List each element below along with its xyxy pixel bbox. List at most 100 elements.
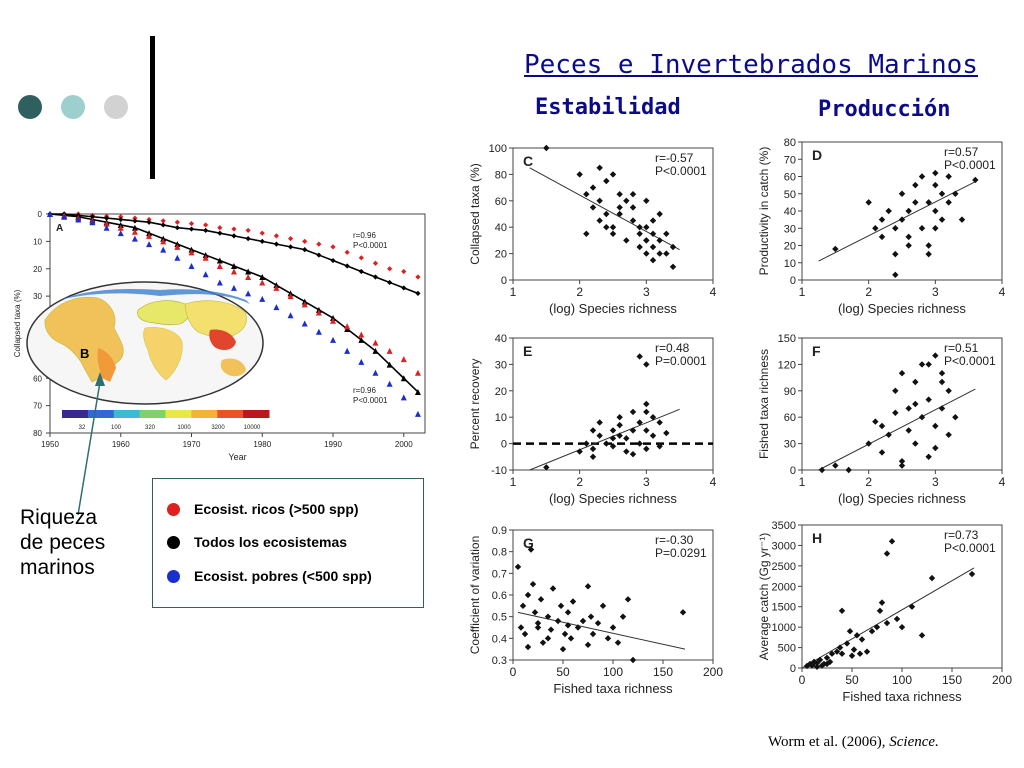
data-point	[401, 268, 407, 275]
x-tick-label: 1990	[324, 440, 342, 449]
data-point	[203, 222, 209, 228]
data-point	[629, 427, 637, 434]
legend-marker-black	[167, 535, 180, 549]
data-point	[61, 213, 68, 220]
y-tick-label: 150	[778, 333, 796, 345]
data-point	[216, 263, 223, 270]
figure-panel-a: 1950196019701980199020000102030405060708…	[10, 200, 430, 470]
data-point	[589, 453, 597, 460]
data-point	[848, 652, 856, 659]
y-tick-label: 30	[33, 292, 42, 301]
slide-title: Peces e Invertebrados Marinos	[524, 50, 978, 80]
map-australia	[220, 358, 246, 377]
x-tick-label: 3	[932, 285, 939, 299]
colorbar-segment	[191, 410, 218, 418]
data-point	[863, 648, 871, 655]
data-point	[118, 214, 124, 220]
data-point	[918, 414, 926, 421]
x-tick-label: 2	[576, 475, 583, 489]
data-point	[287, 312, 294, 319]
x-tick-label: 1	[799, 285, 806, 299]
y-tick-label: 30	[784, 223, 796, 235]
y-tick-label: 3000	[772, 540, 796, 552]
y-tick-label: 80	[33, 429, 42, 438]
data-point	[202, 271, 209, 278]
data-point	[629, 204, 637, 211]
data-point	[302, 238, 308, 244]
data-point	[103, 220, 110, 227]
data-point	[856, 650, 864, 657]
y-tick-label: 120	[778, 359, 796, 371]
x-tick-label: 50	[845, 673, 859, 687]
stat-p: P<0.0001	[655, 164, 707, 178]
data-point	[649, 217, 657, 224]
data-point	[330, 336, 337, 343]
data-point	[344, 249, 350, 255]
data-point	[567, 635, 575, 642]
colorbar-segment	[139, 410, 166, 418]
stat-p: P<0.0001	[944, 541, 996, 555]
x-tick-label: 1	[510, 285, 517, 299]
data-point	[287, 293, 294, 300]
data-point	[589, 445, 597, 453]
data-point	[273, 284, 280, 291]
x-axis-label: (log) Species richness	[549, 491, 677, 506]
data-point	[898, 458, 906, 465]
x-tick-label: 1	[799, 475, 806, 489]
map-europe	[137, 300, 191, 326]
data-point	[609, 624, 617, 631]
x-tick-label: 1950	[41, 440, 59, 449]
data-point	[358, 358, 365, 365]
y-tick-label: 2000	[772, 581, 796, 593]
y-tick-label: 1500	[772, 602, 796, 614]
data-point	[873, 623, 881, 631]
data-point	[968, 570, 976, 578]
data-point	[898, 623, 906, 631]
data-point	[813, 663, 821, 670]
data-point	[649, 414, 657, 421]
y-tick-label: 0	[501, 439, 507, 451]
plot-frame	[801, 141, 1003, 281]
colorbar-segment	[165, 410, 192, 418]
title-divider	[150, 36, 155, 179]
figure-panel-h: 0 50 100 150 2000500100015002000250030003500…	[757, 520, 1012, 704]
data-point	[174, 243, 181, 250]
x-axis-label: Fished taxa richness	[553, 681, 673, 696]
stat-r: r=0.96	[353, 231, 376, 240]
data-point	[918, 632, 926, 639]
y-tick-label: 0.6	[492, 590, 507, 602]
data-point	[589, 427, 597, 434]
data-point	[823, 654, 831, 661]
data-point	[372, 369, 379, 376]
panel-letter: D	[812, 147, 822, 163]
colorbar-segment	[113, 410, 141, 418]
y-tick-label: 100	[489, 143, 507, 155]
y-tick-label: 0.5	[492, 612, 507, 624]
legend-marker-blue	[167, 569, 180, 583]
x-axis-label: (log) Species richness	[838, 491, 966, 506]
annotation-arrow	[77, 372, 105, 516]
y-tick-label: 10	[33, 237, 42, 246]
panel-letter: C	[523, 153, 533, 169]
data-point	[132, 215, 138, 221]
inset-label-b: B	[80, 346, 89, 361]
y-tick-label: 0	[501, 275, 507, 287]
data-point	[599, 602, 607, 610]
data-point	[878, 233, 886, 241]
y-tick-label: 0.8	[492, 547, 507, 559]
stat-p: P<0.0001	[944, 354, 996, 368]
data-point	[609, 224, 617, 231]
data-point	[888, 538, 896, 545]
y-tick-label: 0	[38, 210, 43, 219]
regression-line	[529, 167, 680, 251]
data-point	[669, 243, 677, 251]
data-point	[131, 228, 138, 235]
data-point	[868, 628, 876, 635]
data-point	[574, 624, 582, 631]
data-point	[846, 628, 854, 635]
data-point	[619, 613, 627, 620]
data-point	[415, 274, 421, 280]
colorbar-tick: 1000	[177, 425, 191, 431]
stat-r: r=0.57	[944, 145, 979, 159]
data-point	[544, 613, 552, 620]
